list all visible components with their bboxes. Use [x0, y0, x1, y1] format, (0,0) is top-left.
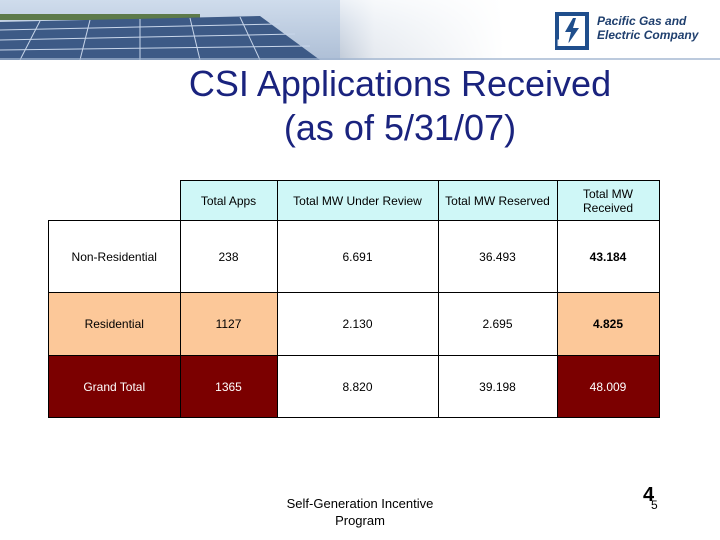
applications-table: Total Apps Total MW Under Review Total M…: [48, 180, 660, 418]
pge-mark-text: PG&E: [557, 38, 581, 48]
company-name-line1: Pacific Gas and: [597, 14, 687, 28]
footer-line1: Self-Generation Incentive: [286, 496, 434, 511]
slide-title-line1: CSI Applications Received: [188, 63, 612, 104]
cell-value: 2.695: [437, 292, 558, 356]
cell-value: 8.820: [276, 355, 439, 418]
row-label-non-residential: Non-Residential: [48, 220, 181, 293]
table-row: Non-Residential 238 6.691 36.493 43.184: [48, 220, 660, 293]
table-row: Residential 1127 2.130 2.695 4.825: [48, 292, 660, 356]
pge-logo-mark: PG&E: [555, 12, 589, 50]
cell-value-total: 43.184: [556, 220, 660, 293]
cell-value-total: 48.009: [556, 355, 660, 418]
cell-value: 2.130: [276, 292, 439, 356]
column-header-total-apps: Total Apps: [179, 180, 278, 221]
column-header-mw-received: Total MW Received: [556, 180, 660, 221]
row-label-residential: Residential: [48, 292, 181, 356]
table-header-row: Total Apps Total MW Under Review Total M…: [49, 180, 660, 221]
cell-value: 36.493: [437, 220, 558, 293]
footer-program-name: Self-Generation Incentive Program: [250, 495, 470, 529]
pge-logo: PG&E Pacific Gas and Electric Company: [555, 12, 715, 52]
page-number: 4: [643, 484, 655, 506]
row-label-grand-total: Grand Total: [48, 355, 181, 418]
company-name: Pacific Gas and Electric Company: [597, 14, 698, 42]
cell-value: 238: [179, 220, 278, 293]
cell-value: 6.691: [276, 220, 439, 293]
company-name-line2: Electric Company: [597, 28, 699, 42]
column-header-mw-reserved: Total MW Reserved: [437, 180, 558, 221]
table-row: Grand Total 1365 8.820 39.198 48.009: [48, 355, 660, 418]
table-corner-cell: [49, 181, 181, 221]
lightning-bolt-icon: [559, 16, 585, 46]
slide-title-line2: (as of 5/31/07): [283, 107, 517, 148]
cell-value: 1365: [179, 355, 278, 418]
solar-panels-image: [0, 0, 340, 60]
column-header-mw-under-review: Total MW Under Review: [276, 180, 439, 221]
slide-title: CSI Applications Received (as of 5/31/07…: [150, 62, 650, 150]
cell-value-total: 4.825: [556, 292, 660, 356]
cell-value: 1127: [179, 292, 278, 356]
cell-value: 39.198: [437, 355, 558, 418]
footer-line2: Program: [335, 513, 385, 528]
page-number-secondary: 5: [651, 498, 658, 512]
header-swoosh: [0, 58, 720, 60]
header-banner: [0, 0, 720, 60]
